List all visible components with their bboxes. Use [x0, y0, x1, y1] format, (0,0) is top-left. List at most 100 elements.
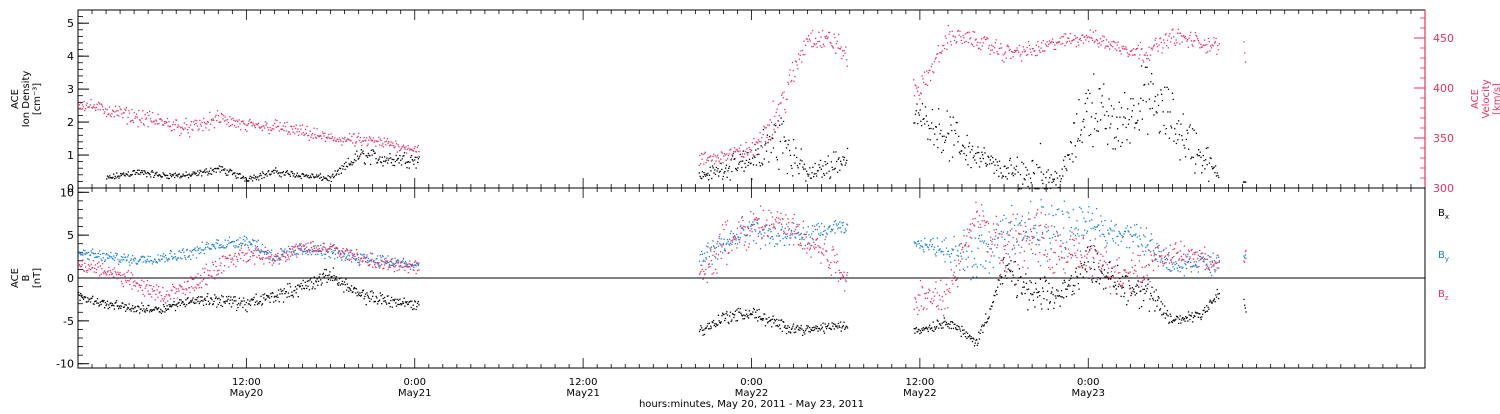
data-point — [239, 237, 240, 238]
data-point — [1109, 261, 1110, 262]
data-point — [944, 261, 945, 262]
data-point — [1033, 228, 1034, 229]
data-point — [156, 172, 157, 173]
data-point — [220, 305, 221, 306]
data-point — [777, 159, 778, 160]
data-point — [1071, 294, 1072, 295]
data-point — [375, 262, 376, 263]
data-point — [734, 147, 735, 148]
data-point — [1085, 39, 1086, 40]
data-point — [267, 250, 268, 251]
data-point — [108, 267, 109, 268]
data-point — [171, 290, 172, 291]
data-point — [983, 42, 984, 43]
data-point — [1207, 51, 1208, 52]
data-point — [1137, 120, 1138, 121]
data-point — [284, 256, 285, 257]
data-point — [984, 268, 985, 269]
data-point — [359, 156, 360, 157]
data-point — [141, 170, 142, 171]
data-point — [1177, 317, 1178, 318]
data-point — [408, 272, 409, 273]
data-point — [398, 158, 399, 159]
data-point — [287, 134, 288, 135]
data-point — [1122, 276, 1123, 277]
data-point — [956, 265, 957, 266]
data-point — [1034, 173, 1035, 174]
data-point — [218, 168, 219, 169]
data-point — [805, 45, 806, 46]
data-point — [392, 165, 393, 166]
data-point — [124, 304, 125, 305]
data-point — [222, 118, 223, 119]
data-point — [305, 243, 306, 244]
data-point — [192, 250, 193, 251]
data-point — [85, 297, 86, 298]
data-point — [965, 33, 966, 34]
data-point — [949, 34, 950, 35]
data-point — [947, 42, 948, 43]
data-point — [1111, 220, 1112, 221]
data-point — [1051, 205, 1052, 206]
data-point — [360, 137, 361, 138]
data-point — [236, 240, 237, 241]
data-point — [103, 109, 104, 110]
data-point — [1217, 175, 1218, 176]
data-point — [1004, 166, 1005, 167]
data-point — [201, 287, 202, 288]
data-point — [1112, 238, 1113, 239]
data-point — [750, 151, 751, 152]
data-point — [256, 247, 257, 248]
data-point — [763, 129, 764, 130]
data-point — [1152, 47, 1153, 48]
data-point — [1148, 47, 1149, 48]
data-point — [1036, 164, 1037, 165]
data-point — [806, 231, 807, 232]
data-point — [703, 260, 704, 261]
data-point — [979, 235, 980, 236]
data-point — [404, 149, 405, 150]
data-point — [234, 296, 235, 297]
data-point — [1132, 98, 1133, 99]
data-point — [1191, 315, 1192, 316]
data-point — [190, 176, 191, 177]
data-point — [1017, 214, 1018, 215]
data-point — [140, 259, 141, 260]
data-point — [727, 158, 728, 159]
data-point — [348, 139, 349, 140]
data-point — [770, 119, 771, 120]
data-point — [398, 146, 399, 147]
data-point — [295, 128, 296, 129]
data-point — [169, 259, 170, 260]
data-point — [793, 223, 794, 224]
data-point — [1121, 235, 1122, 236]
data-point — [1216, 38, 1217, 39]
data-point — [101, 104, 102, 105]
data-point — [996, 290, 997, 291]
data-point — [331, 175, 332, 176]
data-point — [1183, 113, 1184, 114]
data-point — [773, 147, 774, 148]
data-point — [1084, 127, 1085, 128]
data-point — [1088, 278, 1089, 279]
data-point — [1008, 268, 1009, 269]
data-point — [815, 38, 816, 39]
data-point — [1036, 288, 1037, 289]
data-point — [199, 172, 200, 173]
data-point — [136, 310, 137, 311]
data-point — [736, 169, 737, 170]
data-point — [922, 246, 923, 247]
data-point — [172, 258, 173, 259]
data-point — [138, 290, 139, 291]
data-point — [89, 265, 90, 266]
data-point — [366, 155, 367, 156]
data-point — [111, 113, 112, 114]
data-point — [275, 300, 276, 301]
data-point — [717, 155, 718, 156]
data-point — [181, 258, 182, 259]
data-point — [196, 299, 197, 300]
data-point — [982, 241, 983, 242]
data-point — [142, 172, 143, 173]
data-point — [150, 309, 151, 310]
velocity-series — [78, 25, 1246, 166]
